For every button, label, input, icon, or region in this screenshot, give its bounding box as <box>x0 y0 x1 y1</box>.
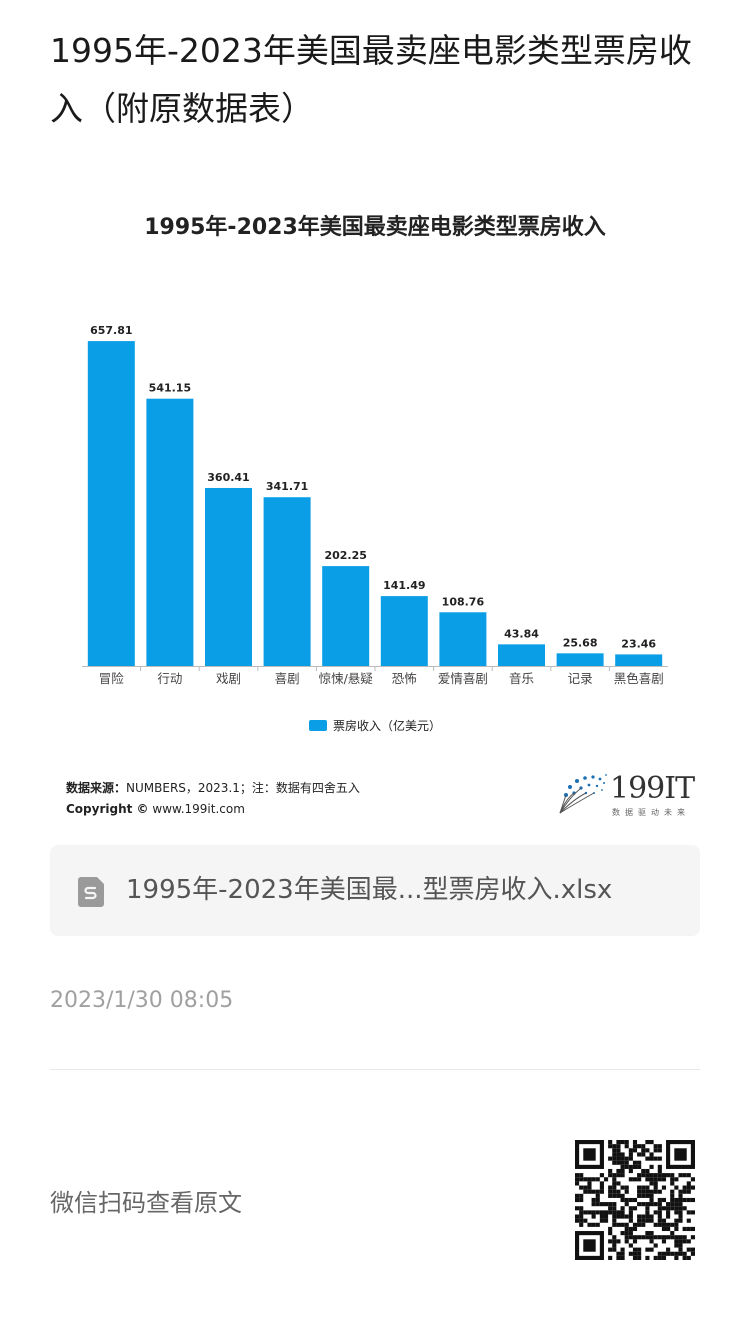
bar-value-label: 657.81 <box>90 324 132 337</box>
bar-value-label: 25.68 <box>563 636 598 649</box>
x-tick-label: 冒险 <box>99 671 125 686</box>
bar-0 <box>87 341 135 666</box>
x-tick-label: 惊悚/悬疑 <box>319 671 374 686</box>
bar-4 <box>322 566 370 666</box>
bar-chart: 657.81 冒险 541.15 行动 360.41 戏剧 341.71 喜剧 202.25 惊悚… <box>82 324 668 686</box>
attachment-card[interactable]: 1995年-2023年美国最...型票房收入.xlsx <box>50 845 700 936</box>
bar-7 <box>498 644 545 666</box>
bar-value-label: 141.49 <box>383 579 425 592</box>
bar-value-label: 108.76 <box>442 595 485 608</box>
chart-title: 1995年-2023年美国最卖座电影类型票房收入 <box>144 215 606 240</box>
divider <box>50 1069 700 1070</box>
source-note: 数据来源：NUMBERS，2023.1；注：数据有四舍五入 Copyright … <box>66 778 360 820</box>
bar-value-label: 360.41 <box>207 471 249 484</box>
x-tick-label: 爱情喜剧 <box>438 671 488 686</box>
source-text: NUMBERS，2023.1；注：数据有四舍五入 <box>126 781 360 795</box>
x-tick-label: 恐怖 <box>392 671 417 686</box>
chart-legend: 票房收入（亿美元） <box>50 717 700 734</box>
publish-timestamp: 2023/1/30 08:05 <box>50 988 234 1013</box>
x-tick-label: 黑色喜剧 <box>614 671 664 686</box>
bar-9 <box>615 654 663 666</box>
bar-3 <box>263 497 311 666</box>
x-tick-label: 行动 <box>157 671 182 686</box>
x-tick-label: 戏剧 <box>216 671 241 686</box>
bar-value-label: 541.15 <box>149 382 191 395</box>
x-tick-label: 记录 <box>568 671 593 686</box>
brand-name: 199IT <box>610 771 695 806</box>
brand-slogan: 数据驱动未来 <box>612 808 690 817</box>
dandelion-logo-icon <box>559 774 607 814</box>
legend-swatch <box>308 720 327 731</box>
copyright-url: www.199it.com <box>152 802 245 816</box>
bar-value-label: 43.84 <box>504 627 539 640</box>
x-tick-label: 喜剧 <box>275 671 300 686</box>
bar-value-label: 202.25 <box>324 549 366 562</box>
bar-6 <box>439 612 487 666</box>
bar-value-label: 341.71 <box>266 480 308 493</box>
page-title: 1995年-2023年美国最卖座电影类型票房收入（附原数据表） <box>50 31 692 128</box>
x-tick-label: 音乐 <box>509 671 534 686</box>
bar-1 <box>146 398 194 666</box>
qr-code-icon[interactable] <box>575 1140 695 1260</box>
bar-5 <box>380 596 428 666</box>
bar-2 <box>205 487 252 666</box>
bar-8 <box>556 653 604 666</box>
brand-logo: 199IT 数据驱动未来 <box>556 769 696 819</box>
copyright-label: Copyright © <box>66 802 149 816</box>
source-label: 数据来源： <box>66 781 127 795</box>
spreadsheet-file-icon <box>78 877 104 907</box>
legend-label: 票房收入（亿美元） <box>332 719 441 733</box>
attachment-file-name[interactable]: 1995年-2023年美国最...型票房收入.xlsx <box>126 875 613 905</box>
bar-value-label: 23.46 <box>621 637 656 650</box>
wechat-scan-text: 微信扫码查看原文 <box>50 1189 242 1217</box>
chart-card: 1995年-2023年美国最卖座电影类型票房收入 657.81 冒险 541.15 行… <box>50 185 700 830</box>
